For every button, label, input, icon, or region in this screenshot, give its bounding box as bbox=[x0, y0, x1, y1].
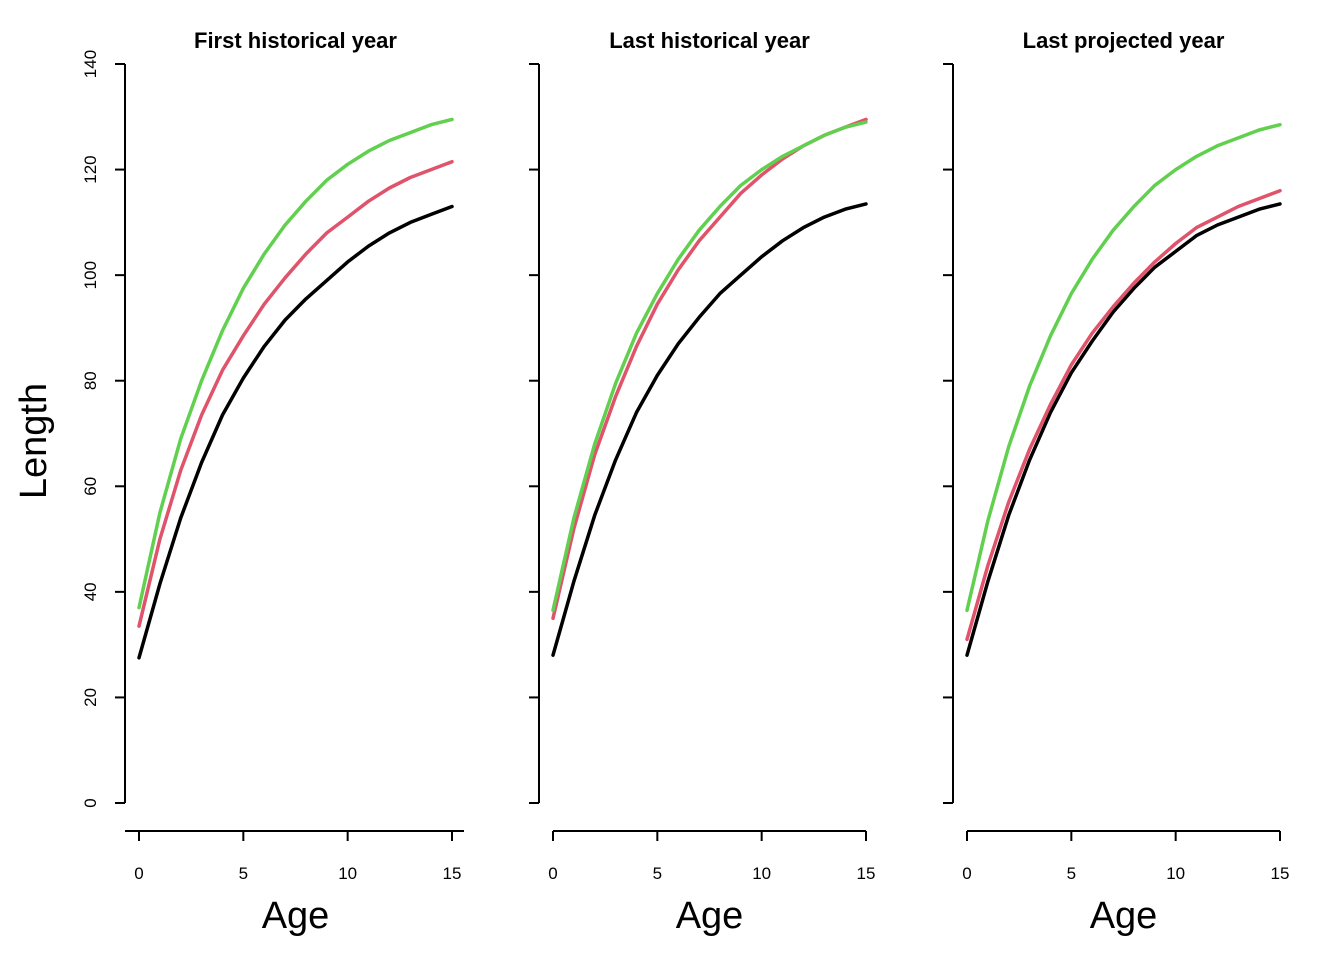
series-line-3 bbox=[551, 120, 868, 613]
y-tick-label: 140 bbox=[81, 50, 100, 78]
panel-1: First historical year 0 20 40 60 80 100 120 140 0… bbox=[81, 28, 464, 937]
y-tick-label: 40 bbox=[81, 582, 100, 601]
y-tick-label: 60 bbox=[81, 477, 100, 496]
x-axis-title: Age bbox=[676, 895, 744, 937]
x-tick-label: 0 bbox=[548, 864, 557, 883]
x-tick-label: 15 bbox=[857, 864, 876, 883]
y-tick-label: 100 bbox=[81, 261, 100, 289]
x-tick-label: 10 bbox=[752, 864, 771, 883]
panel-2: Last historical year 0 5 10 15 Age bbox=[529, 28, 875, 937]
x-tick-label: 10 bbox=[338, 864, 357, 883]
x-tick-label: 15 bbox=[1271, 864, 1290, 883]
x-tick-label: 5 bbox=[239, 864, 248, 883]
figure-ylabel: Length bbox=[13, 383, 55, 499]
panel-title: Last historical year bbox=[609, 28, 810, 53]
series-line-1 bbox=[137, 204, 454, 660]
y-tick-label: 120 bbox=[81, 155, 100, 183]
x-tick-label: 10 bbox=[1166, 864, 1185, 883]
series-line-2 bbox=[965, 188, 1282, 642]
panel-title: First historical year bbox=[194, 28, 397, 53]
x-tick-label: 15 bbox=[443, 864, 462, 883]
x-tick-label: 5 bbox=[1067, 864, 1076, 883]
x-tick-label: 0 bbox=[134, 864, 143, 883]
x-tick-label: 0 bbox=[962, 864, 971, 883]
series-line-3 bbox=[137, 117, 454, 610]
series-line-2 bbox=[137, 159, 454, 628]
x-tick-label: 5 bbox=[653, 864, 662, 883]
y-tick-label: 0 bbox=[81, 798, 100, 807]
series-line-1 bbox=[551, 202, 868, 657]
x-axis-title: Age bbox=[262, 895, 330, 937]
series-line-1 bbox=[965, 202, 1282, 657]
series-line-3 bbox=[965, 122, 1282, 613]
panels-group: First historical year0204060801001201400… bbox=[81, 28, 1289, 937]
y-tick-label: 20 bbox=[81, 688, 100, 707]
panel-title: Last projected year bbox=[1023, 28, 1225, 53]
panel-3: Last projected year 0 5 10 15 Age bbox=[943, 28, 1289, 937]
y-tick-label: 80 bbox=[81, 371, 100, 390]
x-axis-title: Age bbox=[1090, 895, 1158, 937]
